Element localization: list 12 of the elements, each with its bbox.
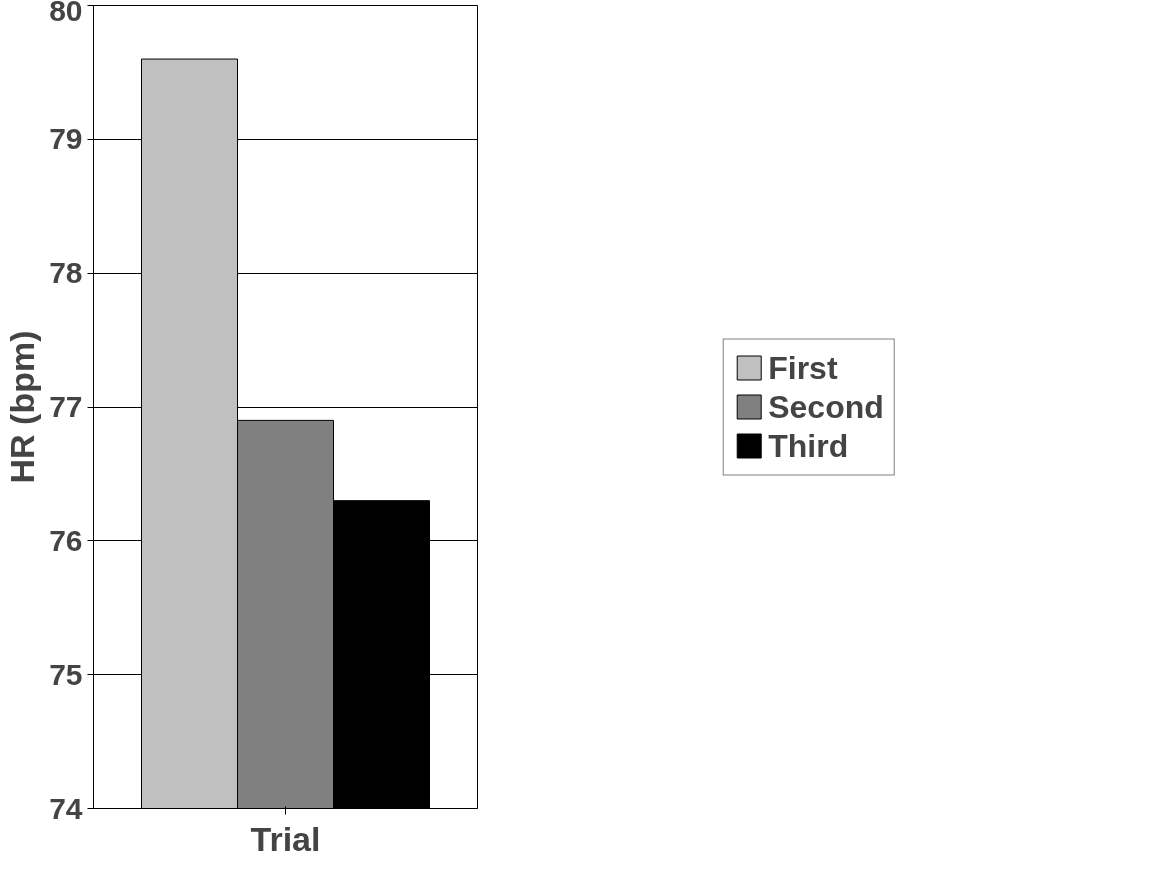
y-tick-label: 80 [49, 0, 83, 27]
y-tick-label: 76 [49, 523, 83, 557]
legend-label: Second [768, 388, 884, 425]
y-tick-label: 74 [49, 791, 83, 825]
y-tick-label: 77 [49, 390, 83, 423]
legend-label: First [768, 349, 838, 386]
y-axis-title: HR (bpm) [3, 330, 42, 484]
y-tick-label: 78 [49, 256, 83, 290]
x-axis-title: Trial [250, 819, 321, 858]
y-tick-label: 79 [49, 122, 83, 156]
y-tick-label: 75 [49, 657, 83, 691]
legend-label: Third [768, 427, 849, 464]
